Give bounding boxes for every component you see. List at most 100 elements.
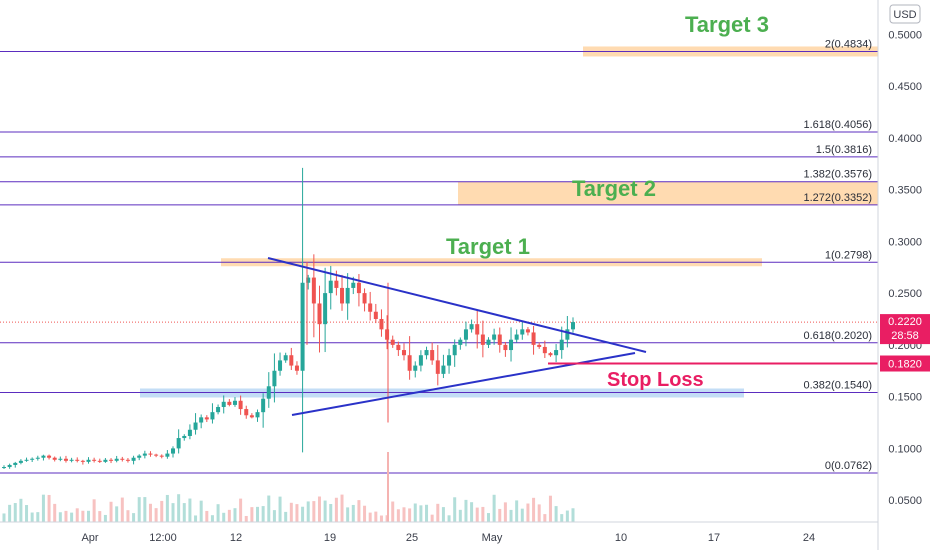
candle-body [30,458,35,460]
volume-bar [47,494,51,522]
volume-bar [396,509,400,522]
volume-bar [13,503,17,522]
candle-body [165,453,170,457]
last-price-tag [880,314,930,345]
candle-body [441,365,446,374]
candle-body [401,350,406,356]
candle-body [109,459,114,461]
volume-bar [520,508,524,522]
candle-body [52,457,57,460]
candle-body [266,386,271,399]
candle-body [255,412,260,418]
volume-bar [41,494,45,522]
candle-body [41,455,46,458]
drawing-tools [267,257,878,416]
time-axis[interactable]: Apr 12:00 12 19 25 May 10 17 24 [81,532,815,544]
candle-body [216,406,221,413]
candle-body [193,422,198,430]
volume-bar [194,515,198,522]
candle-body [373,311,378,319]
volume-bar [160,500,164,522]
currency-badge[interactable]: USD [889,4,921,24]
candle-body [362,293,367,304]
fib-levels: 2(0.4834) 1.618(0.4056) 1.5(0.3816) 1.382(0… [0,38,878,474]
volume-bar [317,496,321,522]
candle-body [2,467,6,469]
fib-label: 1.382(0.3576) [804,169,873,181]
candle-body [69,459,74,461]
target3-label: Target 3 [685,12,769,37]
volume-bar [278,496,282,522]
y-tick-label: 0.3500 [888,185,922,197]
x-tick-label: 25 [406,532,418,544]
volume-bar [515,500,519,522]
candle-body [390,339,395,345]
target2-label: Target 2 [572,176,656,201]
candle-body [345,287,350,304]
candle-body [204,417,209,420]
volume-bar [2,513,6,522]
volume-bar [233,508,237,522]
x-tick-label: Apr [81,532,98,544]
volume-bar [340,494,344,522]
stop-loss-label: Stop Loss [607,369,704,391]
volume-bar [565,510,569,522]
y-tick-label: 0.2500 [888,288,922,300]
volume-bar [98,511,102,522]
volume-bar [81,510,85,522]
volume-bar [25,505,29,522]
descending-trendline [267,257,647,353]
volume-bar [402,507,406,522]
candle-body [114,458,119,461]
candle-body [537,344,542,347]
fib-label: 1.618(0.4056) [804,119,873,131]
candle-body [317,303,322,325]
x-tick-label: May [482,532,503,544]
countdown-value: 28:58 [891,330,919,342]
candle-body [13,462,18,465]
volume-bar [498,508,502,522]
y-tick-label: 0.1500 [888,392,922,404]
x-tick-label: 24 [803,532,815,544]
volume-bar [379,515,383,522]
volume-bar [374,511,378,522]
volume-bar [120,497,124,522]
candle-body [328,280,333,294]
volume-bar [188,498,192,522]
candle-body [463,329,468,340]
volume-bar [143,497,147,522]
candle-body [311,277,316,304]
candle-body [571,322,575,330]
candle-body [554,350,559,356]
candle-body [35,457,40,459]
candle-body [294,365,299,371]
volume-bar [425,504,429,522]
candle-body [452,344,457,356]
candle-body [469,324,474,330]
volume-bar [244,515,248,522]
volume-bar [537,504,541,522]
fib-label: 0(0.0762) [825,460,872,472]
volume-bar [464,499,468,522]
candle-body [520,329,525,335]
candle-body [368,303,373,312]
candle-body [300,282,305,371]
x-tick-label: 17 [708,532,720,544]
y-tick-label: 0.5000 [888,29,922,41]
volume-bar [453,497,457,522]
candle-body [407,355,412,371]
volume-bar [470,502,474,522]
fib-label: 0.618(0.2020) [804,330,873,342]
candle-body [103,459,108,462]
volume-bar [408,508,412,522]
volume-bar [436,503,440,522]
volume-bar [256,506,260,522]
candle-body [210,412,215,420]
volume-bar [543,514,547,522]
y-tick-label: 0.4000 [888,133,922,145]
candle-body [430,350,435,361]
candle-body [120,458,125,460]
volume-bar [391,501,395,522]
volume-bar [334,497,338,522]
